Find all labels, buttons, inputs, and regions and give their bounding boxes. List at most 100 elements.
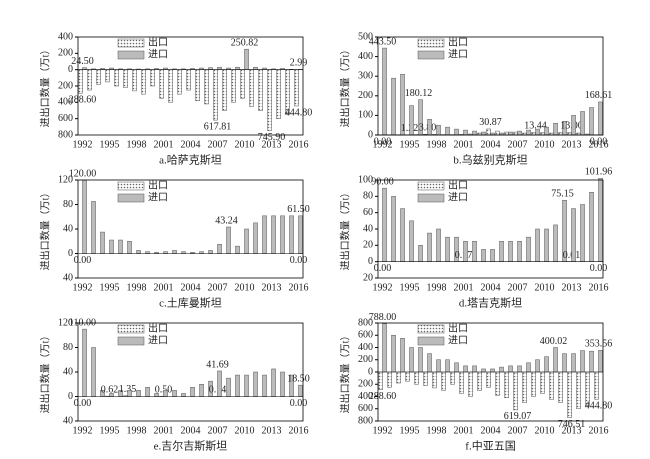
x-tick-label: 1992 xyxy=(73,425,93,436)
bar xyxy=(105,69,110,83)
bar xyxy=(463,241,468,262)
bar xyxy=(276,69,281,119)
y-tick-label: 0 xyxy=(368,366,373,377)
legend-label: 出口 xyxy=(448,321,468,334)
bar xyxy=(427,353,432,373)
y-tick-label: 100 xyxy=(358,110,373,121)
bar xyxy=(504,131,509,136)
bar xyxy=(150,69,155,87)
legend-swatch xyxy=(117,336,145,346)
y-axis-label: 进出口数量（万t） xyxy=(338,45,351,128)
bar xyxy=(217,66,222,70)
bar xyxy=(280,371,285,397)
legend-swatch xyxy=(117,50,145,60)
y-tick-label: 400 xyxy=(58,31,73,42)
x-tick-label: 2013 xyxy=(562,425,582,436)
bar xyxy=(391,77,396,136)
legend-swatch xyxy=(417,38,445,48)
x-tick-label: 1992 xyxy=(373,139,393,150)
x-tick-label: 2010 xyxy=(235,425,255,436)
bar xyxy=(598,178,603,262)
x-tick-label: 2004 xyxy=(481,282,501,293)
bar xyxy=(418,245,423,262)
bar xyxy=(294,69,299,107)
y-tick-label: 100 xyxy=(358,174,373,185)
x-tick-label: 2007 xyxy=(208,425,228,436)
bar xyxy=(508,241,513,262)
bar xyxy=(258,69,263,111)
bar xyxy=(244,374,249,397)
x-tick-label: 1998 xyxy=(427,282,447,293)
bar xyxy=(271,368,276,397)
bar xyxy=(567,371,572,418)
bar xyxy=(531,371,536,397)
x-tick-label: 2016 xyxy=(289,139,309,150)
legend-swatch xyxy=(417,324,445,334)
x-tick-label: 2016 xyxy=(589,282,609,293)
plot-frame xyxy=(77,36,304,136)
data-label: 288.60 xyxy=(69,95,97,106)
x-tick-label: 2007 xyxy=(208,282,228,293)
bar xyxy=(400,338,405,373)
x-tick-label: 2013 xyxy=(262,282,282,293)
x-tick-label: 2010 xyxy=(235,282,255,293)
bar xyxy=(508,131,513,136)
legend-label: 进口 xyxy=(148,334,168,346)
y-tick-label: 400 xyxy=(358,342,373,353)
legend-swatch xyxy=(417,193,445,203)
x-tick-label: 1992 xyxy=(373,282,393,293)
chart-caption: f.中亚五国 xyxy=(465,440,515,453)
bar xyxy=(549,371,554,400)
x-tick-label: 2007 xyxy=(508,425,528,436)
bar xyxy=(262,215,267,254)
data-label: 0.00 xyxy=(374,136,392,147)
x-tick-label: 2013 xyxy=(262,139,282,150)
bar xyxy=(562,353,567,373)
bar xyxy=(271,215,276,254)
x-tick-label: 2016 xyxy=(289,425,309,436)
data-label: 90.00 xyxy=(371,176,394,187)
y-axis-label: 进出口数量（万t） xyxy=(38,45,51,128)
chart-caption: a.哈萨克斯坦 xyxy=(159,153,222,167)
legend-swatch xyxy=(117,193,145,203)
bar xyxy=(387,371,392,388)
y-tick-label: 0 xyxy=(68,64,73,75)
plot-frame xyxy=(77,322,304,422)
data-label: 2.99 xyxy=(290,58,308,69)
x-tick-label: 2001 xyxy=(154,282,174,293)
x-tick-label: 2001 xyxy=(454,282,474,293)
bar xyxy=(558,371,563,403)
bar xyxy=(526,362,531,373)
bar xyxy=(409,220,414,262)
data-label: 746.51 xyxy=(558,419,586,430)
x-tick-label: 1998 xyxy=(427,139,447,150)
bar xyxy=(127,241,132,254)
bar xyxy=(405,371,410,382)
bar xyxy=(141,69,146,95)
data-label: 41.69 xyxy=(206,359,229,370)
y-tick-label: 0 xyxy=(368,256,373,267)
bar xyxy=(382,187,387,262)
data-label: 30.87 xyxy=(479,117,502,128)
bar xyxy=(217,370,222,397)
bar xyxy=(409,105,414,136)
bar xyxy=(481,131,486,136)
bar xyxy=(423,371,428,386)
bar xyxy=(391,196,396,262)
bar xyxy=(535,228,540,262)
bar xyxy=(199,384,204,397)
bar xyxy=(253,66,258,70)
data-label: 120.00 xyxy=(69,168,97,179)
x-tick-label: 2004 xyxy=(181,425,201,436)
x-tick-label: 2001 xyxy=(454,139,474,150)
bar xyxy=(186,69,191,91)
bar xyxy=(204,69,209,105)
bar xyxy=(472,130,477,136)
y-tick-label: 20 xyxy=(363,240,373,251)
x-tick-label: 1995 xyxy=(400,282,420,293)
bar xyxy=(445,236,450,262)
y-tick-label: 300 xyxy=(358,70,373,81)
y-axis-label: 进出口数量（万t） xyxy=(38,188,51,271)
x-tick-label: 2013 xyxy=(262,425,282,436)
bar xyxy=(226,226,231,254)
